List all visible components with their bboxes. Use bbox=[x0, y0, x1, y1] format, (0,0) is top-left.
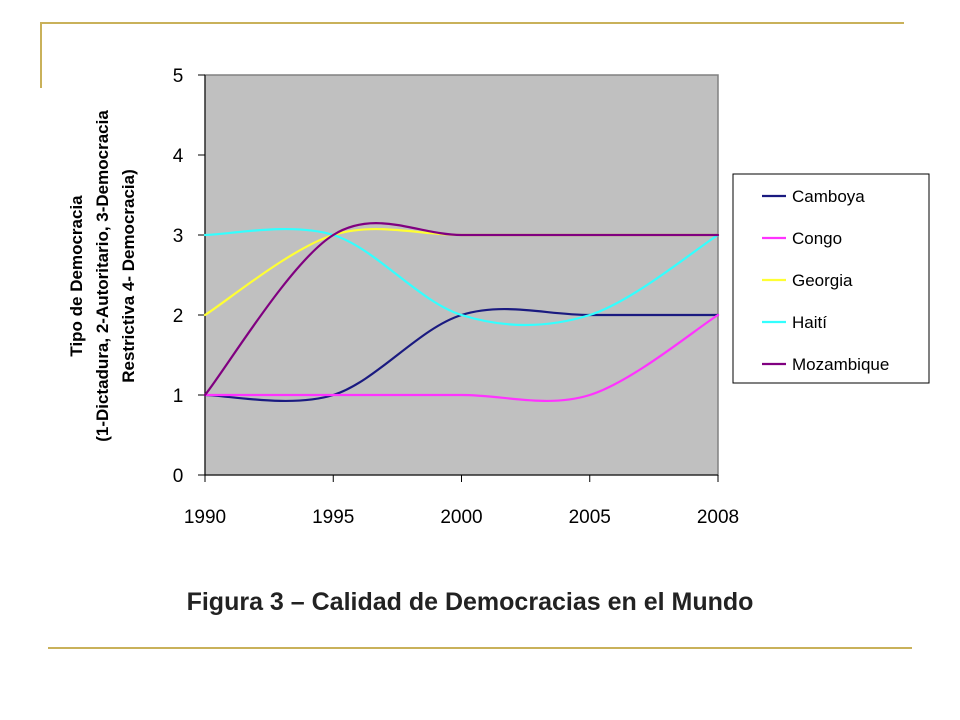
x-tick-label: 2005 bbox=[569, 507, 611, 528]
y-tick-label: 3 bbox=[173, 226, 184, 247]
series-line bbox=[203, 227, 720, 327]
y-tick-label: 2 bbox=[173, 306, 184, 327]
y-tick-label: 4 bbox=[173, 146, 184, 167]
decorative-bottom-rule bbox=[48, 647, 912, 649]
y-axis-label-line: Tipo de Democracia bbox=[67, 195, 86, 357]
x-tick-label: 2000 bbox=[440, 507, 482, 528]
series-line bbox=[203, 313, 720, 403]
y-tick-label: 0 bbox=[173, 466, 184, 487]
legend-label: Congo bbox=[792, 229, 842, 248]
y-tick-label: 1 bbox=[173, 386, 184, 407]
x-tick-label: 1995 bbox=[312, 507, 354, 528]
decorative-left-rule bbox=[40, 22, 42, 88]
y-axis-label-line: Restrictiva 4- Democracia) bbox=[119, 169, 138, 383]
decorative-top-rule bbox=[40, 22, 904, 24]
x-tick-label: 1990 bbox=[184, 507, 226, 528]
legend-box bbox=[732, 173, 930, 384]
figure-caption-text: Figura 3 – Calidad de Democracias en el … bbox=[186, 588, 754, 616]
line-chart: 0 1 2 3 4 5 1990 1995 2000 2005 2008 Tipo de Democr… bbox=[67, 66, 930, 528]
series-line bbox=[203, 222, 720, 397]
legend-label: Camboya bbox=[792, 187, 865, 206]
plot-area bbox=[204, 74, 719, 476]
legend-label: Mozambique bbox=[792, 355, 889, 374]
y-tick-label: 5 bbox=[173, 66, 184, 87]
figure-caption: Figura 3 – Calidad de Democracias en el … bbox=[0, 588, 960, 617]
x-tick-label: 2008 bbox=[697, 507, 739, 528]
legend-label: Georgia bbox=[792, 271, 853, 290]
legend-label: Haití bbox=[792, 313, 827, 332]
y-axis-label-line: (1-Dictadura, 2-Autoritario, 3-Democraci… bbox=[93, 110, 112, 442]
